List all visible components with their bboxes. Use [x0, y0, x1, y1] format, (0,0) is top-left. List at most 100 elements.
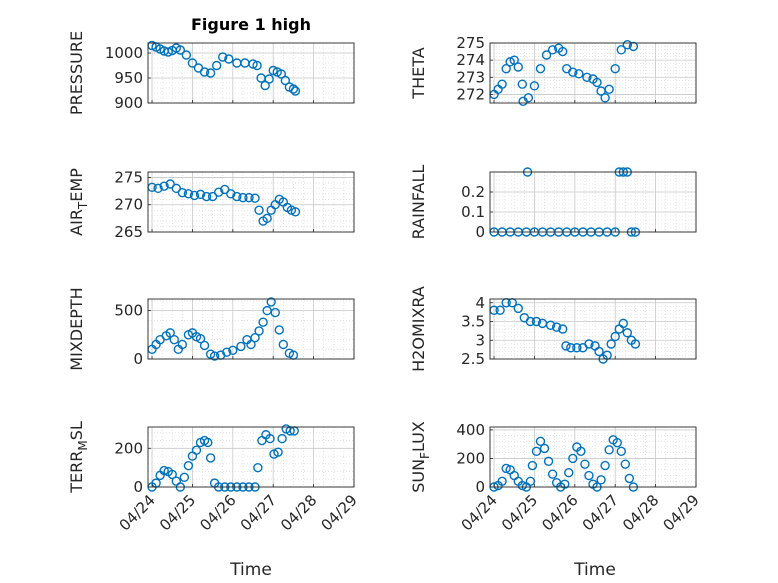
panel-4: 0 0.1 0.2 RAINFALL [409, 165, 697, 241]
y-tick-label: 272 [456, 85, 485, 103]
data-point [531, 446, 542, 456]
data-point [179, 472, 190, 483]
axes-box [489, 426, 697, 488]
data-point [517, 79, 528, 89]
axes-background [490, 43, 696, 103]
axes-box [489, 298, 697, 360]
y-tick-label: 274 [456, 51, 485, 69]
y-axis-label-main: SUN [409, 459, 428, 493]
y-axis-label: PRESSURE [67, 31, 86, 115]
y-tick-label: 200 [456, 449, 485, 467]
y-axis-label-subscript: M [76, 440, 90, 450]
data-point [509, 55, 519, 65]
axes-box [489, 42, 697, 104]
x-tick-label: 04/28 [277, 491, 320, 534]
data-point [547, 45, 558, 55]
axes-box [147, 171, 355, 233]
data-point [224, 54, 234, 64]
data-point [560, 479, 570, 489]
y-tick-label: 0 [133, 478, 143, 496]
x-tick-label: 04/28 [619, 491, 662, 534]
data-point [610, 64, 620, 74]
data-point [527, 460, 538, 471]
data-point [165, 328, 175, 338]
x-tick-label: 04/25 [498, 491, 541, 534]
data-point [277, 433, 287, 444]
data-point [568, 453, 578, 464]
y-axis-label-main: MIXDEPTH [67, 287, 86, 370]
data-point [497, 79, 507, 89]
data-point [203, 437, 213, 448]
data-point [222, 347, 232, 357]
data-point [572, 343, 582, 353]
x-axis-label-left: Time [229, 560, 272, 580]
data-point [183, 189, 194, 199]
data-point [604, 445, 614, 455]
data-point [236, 341, 246, 352]
data-point [276, 69, 286, 79]
data-point [175, 45, 186, 55]
data-point [600, 93, 610, 103]
y-tick-label: 0 [133, 350, 143, 368]
data-point [248, 59, 258, 69]
y-axis-label-main: AIR [67, 209, 86, 236]
data-point [568, 67, 578, 77]
x-tick-label: 04/29 [660, 491, 703, 534]
data-point [159, 465, 169, 476]
y-axis-label: RAINFALL [409, 165, 428, 240]
data-point [177, 339, 188, 350]
x-tick-label: 04/26 [196, 491, 239, 534]
x-tick-label: 04/24 [116, 491, 159, 534]
data-point [541, 50, 552, 60]
data-point [260, 80, 270, 91]
axes-box [147, 42, 355, 104]
data-point [213, 187, 224, 197]
x-tick-label: 04/24 [458, 491, 501, 534]
data-point [545, 320, 556, 330]
data-point [525, 316, 536, 327]
data-point [266, 297, 276, 307]
panel-5: 0 500 MIXDEPTH [67, 287, 355, 371]
data-point [252, 60, 262, 71]
data-point [181, 50, 192, 60]
data-point [199, 67, 210, 77]
y-axis-label-rest: EMP [67, 168, 86, 202]
y-tick-label: 275 [456, 34, 485, 52]
y-tick-label: 4 [475, 294, 485, 312]
y-axis-label-rest: LUX [409, 421, 428, 452]
data-point [218, 52, 228, 62]
data-point [262, 213, 272, 224]
axes-background [490, 172, 696, 232]
data-point [274, 325, 284, 335]
data-point [497, 476, 507, 486]
data-point [268, 65, 278, 76]
data-point [238, 192, 248, 203]
data-point [205, 453, 216, 463]
axes-box [489, 171, 697, 233]
x-tick-label: 04/26 [538, 491, 581, 534]
data-point [228, 345, 238, 355]
y-tick-label: 0.1 [461, 203, 485, 221]
data-point [564, 468, 574, 478]
data-point [543, 456, 554, 466]
panel-6: 2.533.54 H2OMIXRA [409, 286, 697, 372]
x-tick-label: 04/25 [156, 491, 199, 534]
data-point [531, 316, 542, 327]
data-point [551, 322, 562, 332]
data-point [620, 459, 631, 469]
data-point [596, 475, 606, 485]
y-tick-label: 3.5 [461, 313, 485, 331]
x-tick-label: 04/27 [237, 491, 280, 534]
data-point [624, 473, 635, 484]
data-point [207, 191, 218, 202]
axes-background [148, 172, 354, 232]
data-point [584, 339, 594, 349]
data-point [523, 93, 534, 103]
y-tick-label: 2.5 [461, 350, 485, 368]
y-axis-label-rest: SL [67, 421, 86, 440]
data-point [592, 77, 602, 88]
data-point [244, 192, 254, 203]
data-point [576, 446, 586, 456]
